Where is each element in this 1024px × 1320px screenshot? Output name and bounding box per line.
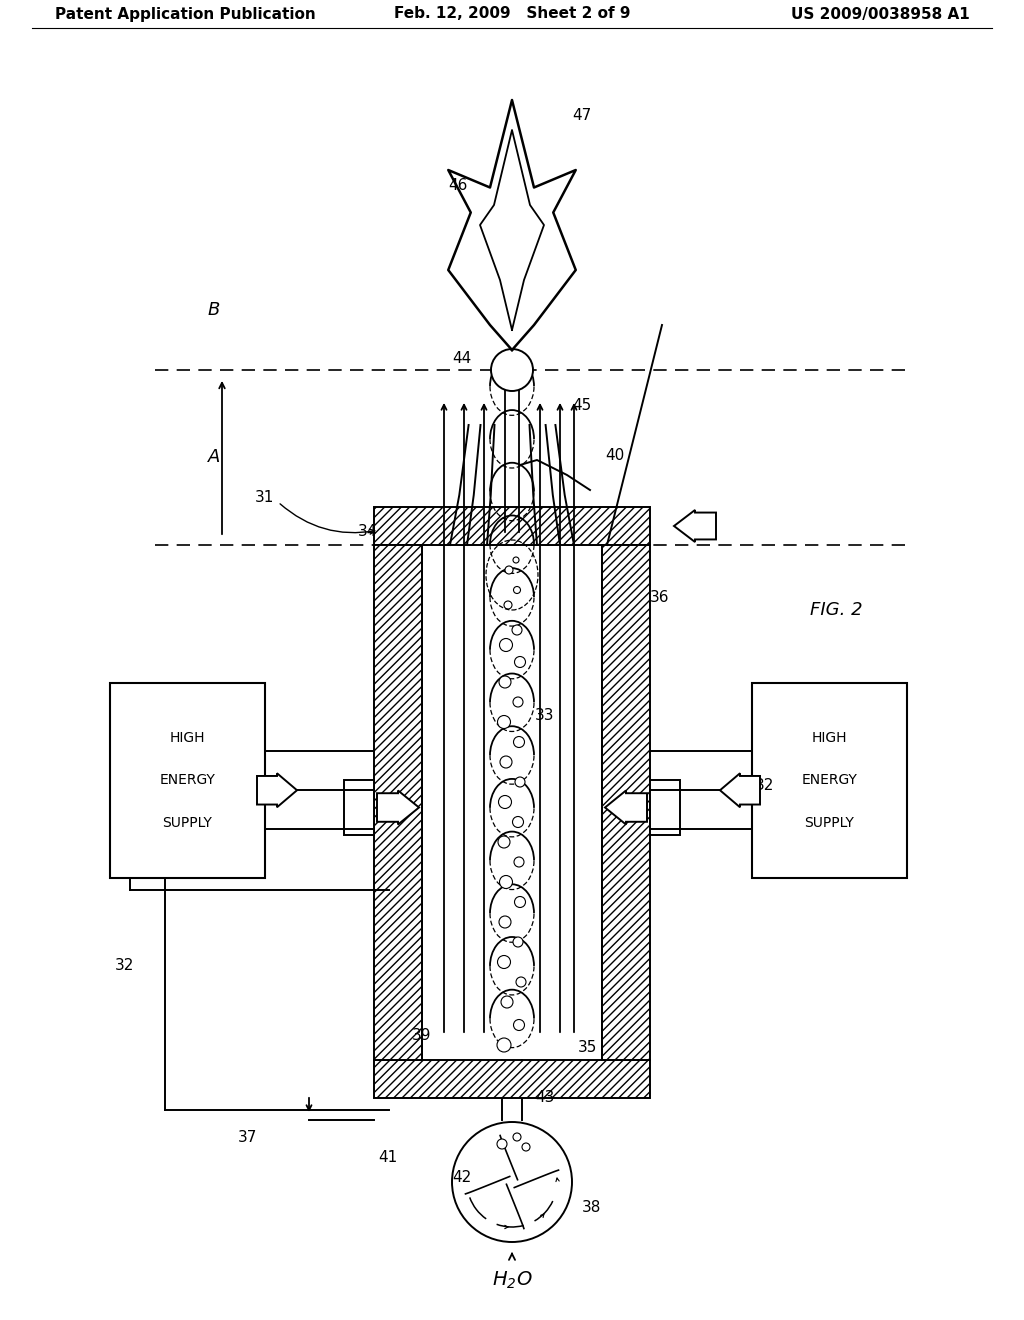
Polygon shape <box>257 774 297 808</box>
Circle shape <box>497 1139 507 1148</box>
Circle shape <box>513 1133 521 1140</box>
Text: 42: 42 <box>452 1171 471 1185</box>
Text: ENERGY: ENERGY <box>160 774 215 788</box>
Bar <box>602 545 650 1060</box>
Bar <box>374 545 422 1060</box>
Text: HIGH: HIGH <box>170 730 205 744</box>
Polygon shape <box>605 791 647 825</box>
Text: 45: 45 <box>572 397 591 412</box>
Text: A: A <box>208 449 220 466</box>
Text: Feb. 12, 2009   Sheet 2 of 9: Feb. 12, 2009 Sheet 2 of 9 <box>394 7 630 21</box>
Circle shape <box>497 1038 511 1052</box>
Text: $\mathregular{H_2O}$: $\mathregular{H_2O}$ <box>492 1270 532 1291</box>
Bar <box>752 682 907 878</box>
Text: 35: 35 <box>578 1040 597 1056</box>
Text: 40: 40 <box>605 447 625 462</box>
Circle shape <box>513 697 523 708</box>
Text: SUPPLY: SUPPLY <box>163 816 212 830</box>
Circle shape <box>501 997 513 1008</box>
Circle shape <box>498 836 510 847</box>
Text: 34: 34 <box>358 524 378 540</box>
Text: 44: 44 <box>452 351 471 366</box>
Polygon shape <box>674 510 716 543</box>
Text: 32: 32 <box>755 777 774 792</box>
Circle shape <box>498 715 511 729</box>
Text: 33: 33 <box>535 708 555 722</box>
Circle shape <box>522 1143 530 1151</box>
Text: 36: 36 <box>650 590 670 606</box>
Text: SUPPLY: SUPPLY <box>805 816 854 830</box>
Circle shape <box>513 737 524 747</box>
Text: 41: 41 <box>378 1151 397 1166</box>
Circle shape <box>514 896 525 908</box>
Circle shape <box>514 857 524 867</box>
Text: 46: 46 <box>449 177 467 193</box>
Circle shape <box>512 817 523 828</box>
Polygon shape <box>377 791 419 825</box>
Circle shape <box>499 676 511 688</box>
Text: US 2009/0038958 A1: US 2009/0038958 A1 <box>792 7 970 21</box>
Bar <box>374 507 650 545</box>
Circle shape <box>505 566 513 574</box>
Text: 47: 47 <box>572 107 591 123</box>
Circle shape <box>514 656 525 668</box>
Text: 32: 32 <box>115 957 134 973</box>
Circle shape <box>499 796 512 808</box>
Circle shape <box>500 875 512 888</box>
Circle shape <box>513 557 519 564</box>
Circle shape <box>513 1019 524 1031</box>
Circle shape <box>504 601 512 609</box>
Circle shape <box>516 977 526 987</box>
Bar <box>650 780 680 836</box>
Polygon shape <box>720 774 760 808</box>
Text: 38: 38 <box>582 1200 601 1216</box>
Text: B: B <box>208 301 220 319</box>
Text: HIGH: HIGH <box>812 730 847 744</box>
Circle shape <box>515 777 525 787</box>
Text: 31: 31 <box>255 491 274 506</box>
Circle shape <box>498 956 511 969</box>
Bar <box>374 1060 650 1098</box>
Text: Patent Application Publication: Patent Application Publication <box>55 7 315 21</box>
Text: 37: 37 <box>238 1130 257 1146</box>
Circle shape <box>513 937 523 946</box>
Circle shape <box>512 624 522 635</box>
Text: FIG. 2: FIG. 2 <box>810 601 862 619</box>
Text: 43: 43 <box>535 1090 554 1105</box>
Circle shape <box>500 639 512 652</box>
Text: ENERGY: ENERGY <box>802 774 857 788</box>
Bar <box>344 780 374 836</box>
Bar <box>110 682 265 878</box>
Circle shape <box>490 348 534 391</box>
Circle shape <box>499 916 511 928</box>
Circle shape <box>513 586 520 594</box>
Circle shape <box>452 1122 572 1242</box>
Circle shape <box>500 756 512 768</box>
Text: 39: 39 <box>412 1027 431 1043</box>
